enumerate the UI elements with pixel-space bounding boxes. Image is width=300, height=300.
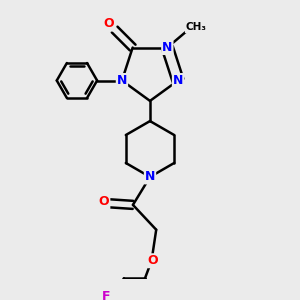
Text: N: N [162, 41, 172, 54]
Text: N: N [117, 74, 127, 87]
Text: O: O [148, 254, 158, 267]
Text: O: O [99, 195, 110, 208]
Text: O: O [104, 17, 114, 30]
Text: N: N [145, 170, 155, 183]
Text: N: N [173, 74, 183, 87]
Text: CH₃: CH₃ [186, 22, 207, 32]
Text: F: F [102, 290, 111, 300]
